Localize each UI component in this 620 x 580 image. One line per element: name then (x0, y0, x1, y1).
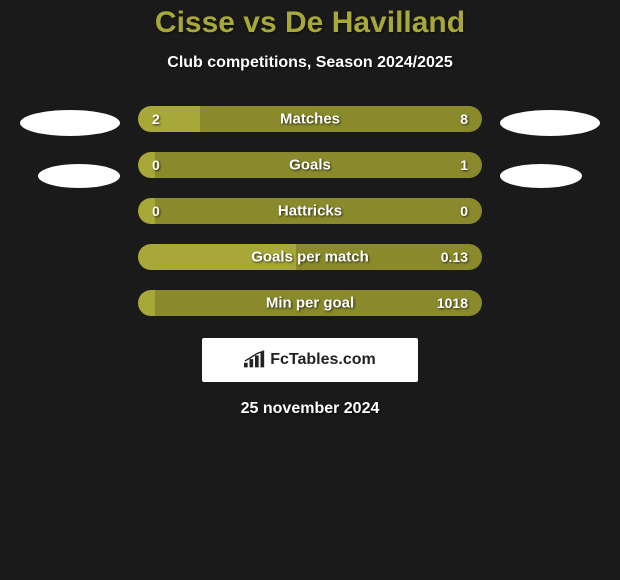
comparison-infographic: Cisse vs De Havilland Club competitions,… (0, 0, 620, 418)
stat-bar-right-value: 1018 (437, 295, 468, 311)
date-label: 25 november 2024 (0, 400, 620, 418)
player-avatar-left-1 (20, 110, 120, 136)
stat-bar: Hattricks 0 0 (138, 198, 482, 224)
subtitle: Club competitions, Season 2024/2025 (0, 54, 620, 72)
right-avatar-column (496, 106, 600, 188)
stat-bar-left-fill (138, 290, 155, 316)
stat-bar: Min per goal 1018 (138, 290, 482, 316)
stat-bar-label: Goals (289, 157, 331, 174)
stat-bar-right-value: 8 (460, 111, 468, 127)
stat-bar-label: Hattricks (278, 203, 342, 220)
stat-bar-left-value: 2 (152, 111, 160, 127)
stat-bar-right-value: 1 (460, 157, 468, 173)
stat-bar-left-value: 0 (152, 203, 160, 219)
stat-bar-label: Min per goal (266, 295, 354, 312)
stat-bar-right-value: 0.13 (441, 249, 468, 265)
stat-bar-label: Goals per match (251, 249, 369, 266)
stat-bar-label: Matches (280, 111, 340, 128)
stat-bar-left-value: 0 (152, 157, 160, 173)
stat-bar: Goals 0 1 (138, 152, 482, 178)
stat-bar: Goals per match 0.13 (138, 244, 482, 270)
page-title: Cisse vs De Havilland (0, 6, 620, 40)
stat-bar-right-fill (200, 106, 482, 132)
stat-bars: Matches 2 8 Goals 0 1 Hattricks 0 0 Goals per mat… (138, 106, 482, 316)
stat-bar-right-value: 0 (460, 203, 468, 219)
player-avatar-right-2 (500, 164, 582, 188)
player-avatar-left-2 (38, 164, 120, 188)
source-badge: FcTables.com (202, 338, 418, 382)
left-avatar-column (20, 106, 124, 188)
bars-icon (244, 350, 266, 370)
stat-bar: Matches 2 8 (138, 106, 482, 132)
stat-bar-left-fill (138, 106, 200, 132)
source-label: FcTables.com (270, 351, 376, 369)
stats-area: Matches 2 8 Goals 0 1 Hattricks 0 0 Goals per mat… (0, 106, 620, 316)
player-avatar-right-1 (500, 110, 600, 136)
